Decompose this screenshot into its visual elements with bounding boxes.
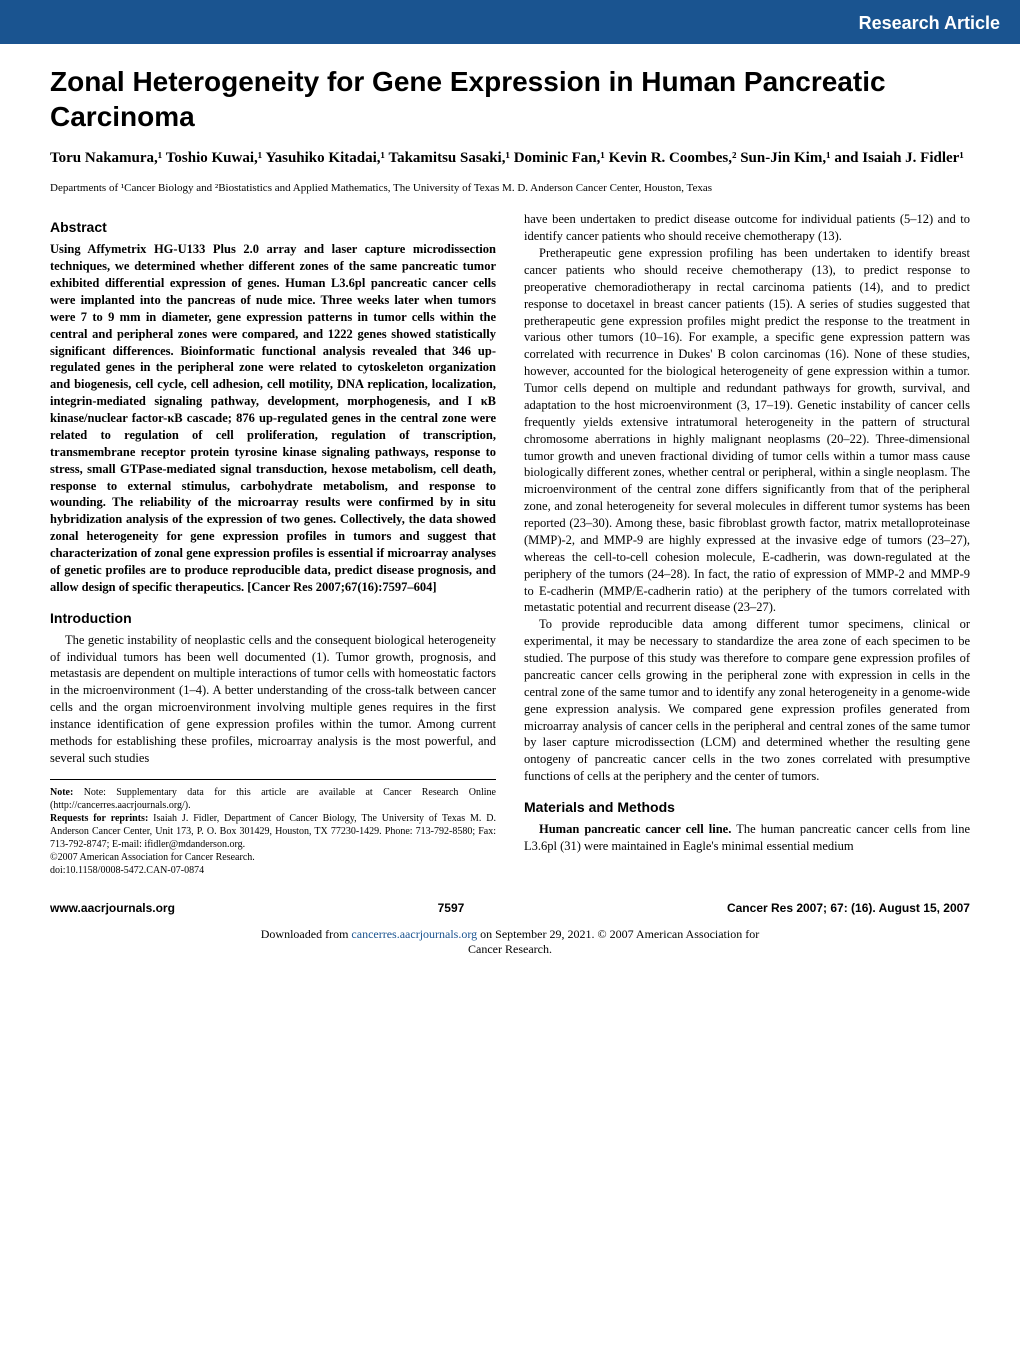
right-paragraph-1: have been undertaken to predict disease … (524, 211, 970, 245)
footnote-doi: doi:10.1158/0008-5472.CAN-07-0874 (50, 864, 496, 877)
download-link[interactable]: cancerres.aacrjournals.org (351, 927, 477, 941)
abstract-heading: Abstract (50, 219, 496, 235)
introduction-heading: Introduction (50, 610, 496, 626)
footnote-reprints: Requests for reprints: Isaiah J. Fidler,… (50, 812, 496, 851)
footer-citation: Cancer Res 2007; 67: (16). August 15, 20… (727, 901, 970, 915)
intro-paragraph-1: The genetic instability of neoplastic ce… (50, 632, 496, 767)
right-column: have been undertaken to predict disease … (524, 211, 970, 876)
left-column: Abstract Using Affymetrix HG-U133 Plus 2… (50, 211, 496, 876)
download-prefix: Downloaded from (261, 927, 352, 941)
author-list: Toru Nakamura,¹ Toshio Kuwai,¹ Yasuhiko … (50, 148, 970, 169)
download-attribution: Downloaded from cancerres.aacrjournals.o… (0, 921, 1020, 974)
right-paragraph-2: Pretherapeutic gene expression profiling… (524, 245, 970, 616)
footer-journal-url: www.aacrjournals.org (50, 901, 175, 915)
page-footer: www.aacrjournals.org 7597 Cancer Res 200… (0, 895, 1020, 921)
footnote-copyright: ©2007 American Association for Cancer Re… (50, 851, 496, 864)
methods-heading: Materials and Methods (524, 799, 970, 815)
footnote-divider (50, 779, 496, 780)
methods-paragraph-1: Human pancreatic cancer cell line. The h… (524, 821, 970, 855)
methods-lead: Human pancreatic cancer cell line. (539, 822, 731, 836)
article-content: Zonal Heterogeneity for Gene Expression … (0, 44, 1020, 887)
footnote-note-label: Note: (50, 787, 73, 798)
abstract-text: Using Affymetrix HG-U133 Plus 2.0 array … (50, 241, 496, 595)
two-column-layout: Abstract Using Affymetrix HG-U133 Plus 2… (50, 211, 970, 876)
affiliations: Departments of ¹Cancer Biology and ²Bios… (50, 181, 970, 195)
download-suffix: Cancer Research. (468, 942, 552, 956)
article-title: Zonal Heterogeneity for Gene Expression … (50, 64, 970, 134)
banner-label: Research Article (859, 13, 1000, 33)
journal-section-banner: Research Article (0, 0, 1020, 44)
footnote-reprints-label: Requests for reprints: (50, 813, 148, 824)
footer-page-number: 7597 (438, 901, 465, 915)
download-middle: on September 29, 2021. © 2007 American A… (477, 927, 759, 941)
footnote-supplementary: Note: Note: Supplementary data for this … (50, 786, 496, 812)
right-paragraph-3: To provide reproducible data among diffe… (524, 616, 970, 785)
footnote-note-text: Note: Supplementary data for this articl… (50, 787, 496, 811)
